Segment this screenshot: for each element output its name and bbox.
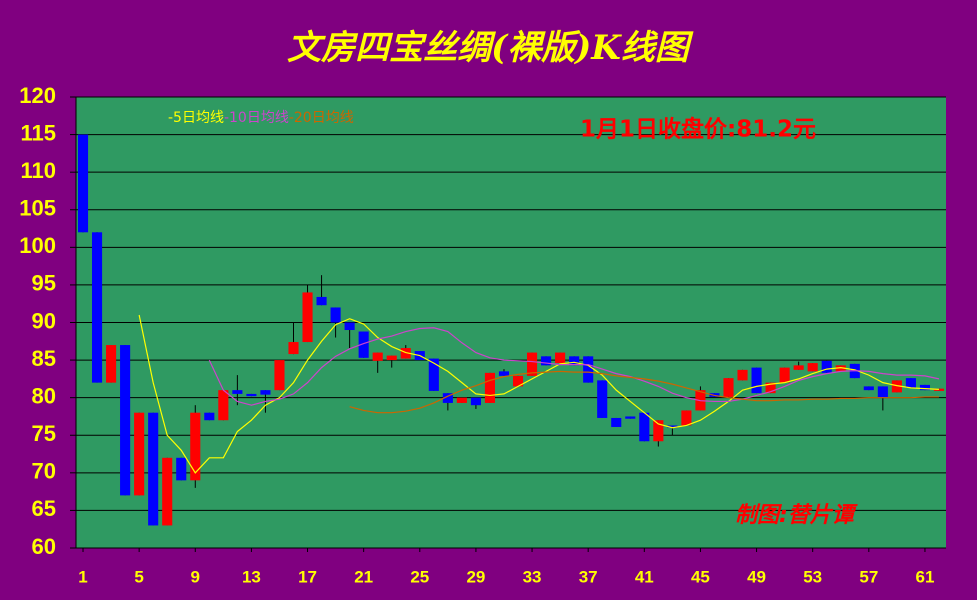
candle-body xyxy=(625,416,636,419)
y-tick-label: 105 xyxy=(19,196,56,221)
y-tick-label: 80 xyxy=(32,383,56,408)
moving-average-line xyxy=(208,327,940,406)
y-tick-label: 70 xyxy=(32,459,56,484)
candle-body xyxy=(274,360,285,391)
candle-body xyxy=(372,352,383,361)
candle-body xyxy=(639,412,650,442)
candle-body xyxy=(807,363,818,372)
y-tick-label: 65 xyxy=(32,496,56,521)
y-tick-label: 95 xyxy=(32,271,56,296)
x-tick-label: 21 xyxy=(354,567,373,586)
candle-body xyxy=(919,384,931,391)
candle-body xyxy=(120,345,131,496)
candle-body xyxy=(330,307,341,323)
candle-body xyxy=(218,390,229,421)
candle-body xyxy=(316,296,327,306)
candle-body xyxy=(779,367,790,383)
x-tick-label: 5 xyxy=(134,567,143,586)
candle-body xyxy=(737,369,748,381)
y-tick-label: 85 xyxy=(32,346,56,371)
legend-entry: -20日均线 xyxy=(289,110,354,126)
legend: -5日均线-10日均线-20日均线 xyxy=(168,110,354,126)
candle-body xyxy=(877,386,888,398)
candle-body xyxy=(933,388,945,391)
candle-body xyxy=(190,412,201,481)
candle-body xyxy=(765,382,776,394)
x-tick-label: 53 xyxy=(803,567,822,586)
y-tick-label: 75 xyxy=(32,421,56,446)
x-tick-label: 33 xyxy=(523,567,542,586)
x-tick-label: 45 xyxy=(691,567,710,586)
x-tick-label: 9 xyxy=(191,567,200,586)
legend-entry: -10日均线 xyxy=(224,110,289,126)
y-tick-label: 110 xyxy=(21,158,57,183)
candle-body xyxy=(260,390,271,395)
candle-body xyxy=(905,378,916,388)
candle-body xyxy=(204,412,215,421)
x-tick-label: 17 xyxy=(298,567,317,586)
candle-body xyxy=(428,358,439,391)
x-tick-label: 57 xyxy=(859,567,878,586)
candle-body xyxy=(288,342,299,355)
x-tick-label: 37 xyxy=(579,567,598,586)
x-tick-label: 25 xyxy=(410,567,429,586)
candle-body xyxy=(470,397,481,406)
annotation: 1月1日收盘价:81.2元 xyxy=(580,116,816,143)
y-tick-label: 90 xyxy=(32,308,56,333)
candle-body xyxy=(863,386,874,391)
candle-body xyxy=(793,365,804,370)
x-tick-label: 1 xyxy=(78,567,87,586)
candle-body xyxy=(891,380,902,393)
candle-body xyxy=(835,365,846,372)
x-tick-label: 49 xyxy=(747,567,766,586)
candle-body xyxy=(106,345,117,383)
candle-body xyxy=(821,360,832,373)
candle-body xyxy=(611,417,622,427)
candle-body xyxy=(498,371,510,376)
candle-body xyxy=(246,393,257,397)
candle-body xyxy=(512,375,524,387)
candle-body xyxy=(134,412,145,496)
candle-body xyxy=(344,322,355,331)
candle-body xyxy=(386,355,397,361)
y-tick-label: 115 xyxy=(21,120,57,145)
candle-body xyxy=(597,380,608,418)
candle-body xyxy=(653,420,664,442)
candle-body xyxy=(91,232,103,383)
candle-body xyxy=(442,393,453,403)
candle-body xyxy=(148,412,159,526)
candle-body xyxy=(162,457,173,526)
candle-body xyxy=(456,397,467,403)
candle-body xyxy=(358,331,369,358)
y-tick-label: 120 xyxy=(19,83,56,108)
candle-body xyxy=(681,410,692,426)
candle-body xyxy=(569,356,580,366)
x-tick-label: 29 xyxy=(466,567,485,586)
candle-body xyxy=(77,134,89,233)
x-tick-label: 61 xyxy=(915,567,934,586)
legend-entry: -5日均线 xyxy=(168,110,224,126)
candle-body xyxy=(723,378,734,397)
credit: 制图:替片谭 xyxy=(735,503,859,528)
moving-average-line xyxy=(349,370,939,414)
candle-body xyxy=(667,425,678,428)
candle-body xyxy=(555,352,566,364)
x-tick-label: 13 xyxy=(242,567,261,586)
candle-body xyxy=(541,356,552,366)
chart-title: 文房四宝丝绸(裸版)K线图 xyxy=(287,28,694,68)
y-tick-label: 100 xyxy=(19,233,56,258)
candle-body xyxy=(400,348,411,359)
candle-body xyxy=(302,292,313,343)
moving-average-line xyxy=(138,314,940,474)
candle-body xyxy=(583,356,594,383)
x-tick-label: 41 xyxy=(635,567,654,586)
y-tick-label: 60 xyxy=(32,534,56,559)
candle-body xyxy=(526,352,538,376)
candle-body xyxy=(751,367,762,394)
candle-body xyxy=(232,390,243,394)
candle-body xyxy=(484,372,496,403)
candle-body xyxy=(176,457,187,481)
